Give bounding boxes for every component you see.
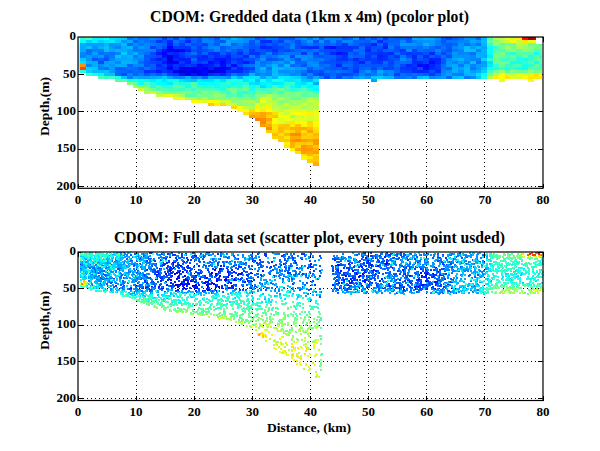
- svg-text:Distance, (km): Distance, (km): [267, 420, 351, 435]
- svg-text:60: 60: [420, 404, 433, 419]
- svg-text:30: 30: [246, 404, 259, 419]
- svg-text:20: 20: [188, 404, 201, 419]
- svg-text:CDOM: Gredded data (1km x 4m): CDOM: Gredded data (1km x 4m) (pcolor pl…: [150, 8, 469, 26]
- svg-text:50: 50: [362, 192, 375, 207]
- svg-text:200: 200: [57, 390, 77, 405]
- svg-text:Depth,(m): Depth,(m): [37, 291, 52, 350]
- svg-text:50: 50: [63, 280, 76, 295]
- svg-text:20: 20: [188, 192, 201, 207]
- svg-text:0: 0: [70, 28, 77, 43]
- svg-text:80: 80: [537, 192, 550, 207]
- svg-text:150: 150: [57, 140, 77, 155]
- svg-text:100: 100: [57, 316, 77, 331]
- svg-text:Depth,(m): Depth,(m): [37, 77, 52, 136]
- svg-text:0: 0: [70, 243, 77, 258]
- svg-text:100: 100: [57, 103, 77, 118]
- svg-text:200: 200: [57, 178, 77, 193]
- svg-text:70: 70: [478, 192, 491, 207]
- svg-text:10: 10: [130, 404, 143, 419]
- svg-text:40: 40: [304, 404, 317, 419]
- svg-text:0: 0: [75, 404, 82, 419]
- svg-text:50: 50: [362, 404, 375, 419]
- svg-text:150: 150: [57, 353, 77, 368]
- svg-text:0: 0: [75, 192, 82, 207]
- svg-text:80: 80: [537, 404, 550, 419]
- svg-text:CDOM: Full data set (scatter p: CDOM: Full data set (scatter plot, every…: [114, 229, 505, 247]
- svg-text:70: 70: [478, 404, 491, 419]
- svg-text:60: 60: [420, 192, 433, 207]
- svg-text:10: 10: [130, 192, 143, 207]
- svg-text:30: 30: [246, 192, 259, 207]
- svg-text:50: 50: [63, 66, 76, 81]
- svg-text:40: 40: [304, 192, 317, 207]
